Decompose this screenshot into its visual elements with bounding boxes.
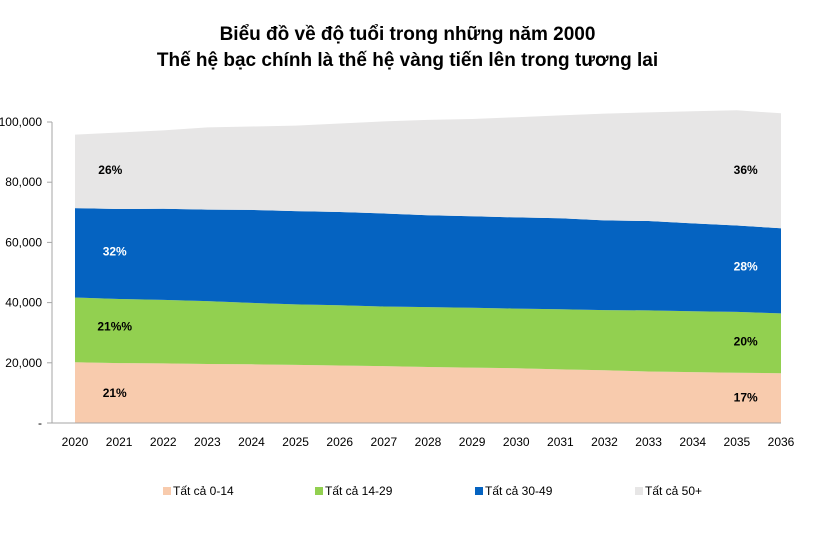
legend-swatch-1 xyxy=(163,487,171,495)
x-tick-label: 2029 xyxy=(459,435,486,449)
x-tick-label: 2034 xyxy=(679,435,706,449)
x-tick-label: 2021 xyxy=(106,435,133,449)
data-label: 17% xyxy=(734,390,758,404)
data-label: 36% xyxy=(734,163,758,177)
x-tick-label: 2036 xyxy=(768,435,795,449)
data-label: 26% xyxy=(98,163,122,177)
legend-label-4: Tất cả 50+ xyxy=(645,484,702,498)
data-label: 20% xyxy=(734,335,758,349)
x-tick-label: 2026 xyxy=(326,435,353,449)
y-tick-label: 60,000 xyxy=(5,235,42,249)
chart-title: Biểu đồ về độ tuổi trong những năm 2000 xyxy=(219,24,596,45)
x-tick-label: 2027 xyxy=(371,435,398,449)
data-label: 28% xyxy=(734,259,758,273)
data-label: 32% xyxy=(103,244,127,258)
x-tick-label: 2020 xyxy=(62,435,89,449)
area-series-1 xyxy=(75,362,781,423)
y-tick-label: 80,000 xyxy=(5,175,42,189)
y-tick-label: 40,000 xyxy=(5,296,42,310)
data-label: 21%% xyxy=(97,320,132,334)
legend-label-3: Tất cả 30-49 xyxy=(485,484,553,498)
x-tick-label: 2033 xyxy=(635,435,662,449)
x-tick-label: 2024 xyxy=(238,435,265,449)
x-tick-label: 2025 xyxy=(282,435,309,449)
legend-swatch-2 xyxy=(315,487,323,495)
x-tick-label: 2023 xyxy=(194,435,221,449)
data-label: 21% xyxy=(103,386,127,400)
area-series-4 xyxy=(75,110,781,229)
x-tick-label: 2032 xyxy=(591,435,618,449)
x-tick-label: 2031 xyxy=(547,435,574,449)
x-tick-label: 2028 xyxy=(415,435,442,449)
x-tick-label: 2022 xyxy=(150,435,177,449)
legend-swatch-4 xyxy=(635,487,643,495)
y-tick-label: - xyxy=(38,416,42,430)
chart-subtitle: Thế hệ bạc chính là thế hệ vàng tiến lên… xyxy=(156,50,659,71)
legend-label-1: Tất cả 0-14 xyxy=(173,484,234,498)
y-tick-label: 100,000 xyxy=(0,115,42,129)
x-tick-label: 2035 xyxy=(724,435,751,449)
area-series-3 xyxy=(75,208,781,314)
x-tick-label: 2030 xyxy=(503,435,530,449)
area-series-2 xyxy=(75,297,781,374)
y-tick-label: 20,000 xyxy=(5,356,42,370)
legend-label-2: Tất cả 14-29 xyxy=(325,484,393,498)
legend-swatch-3 xyxy=(475,487,483,495)
